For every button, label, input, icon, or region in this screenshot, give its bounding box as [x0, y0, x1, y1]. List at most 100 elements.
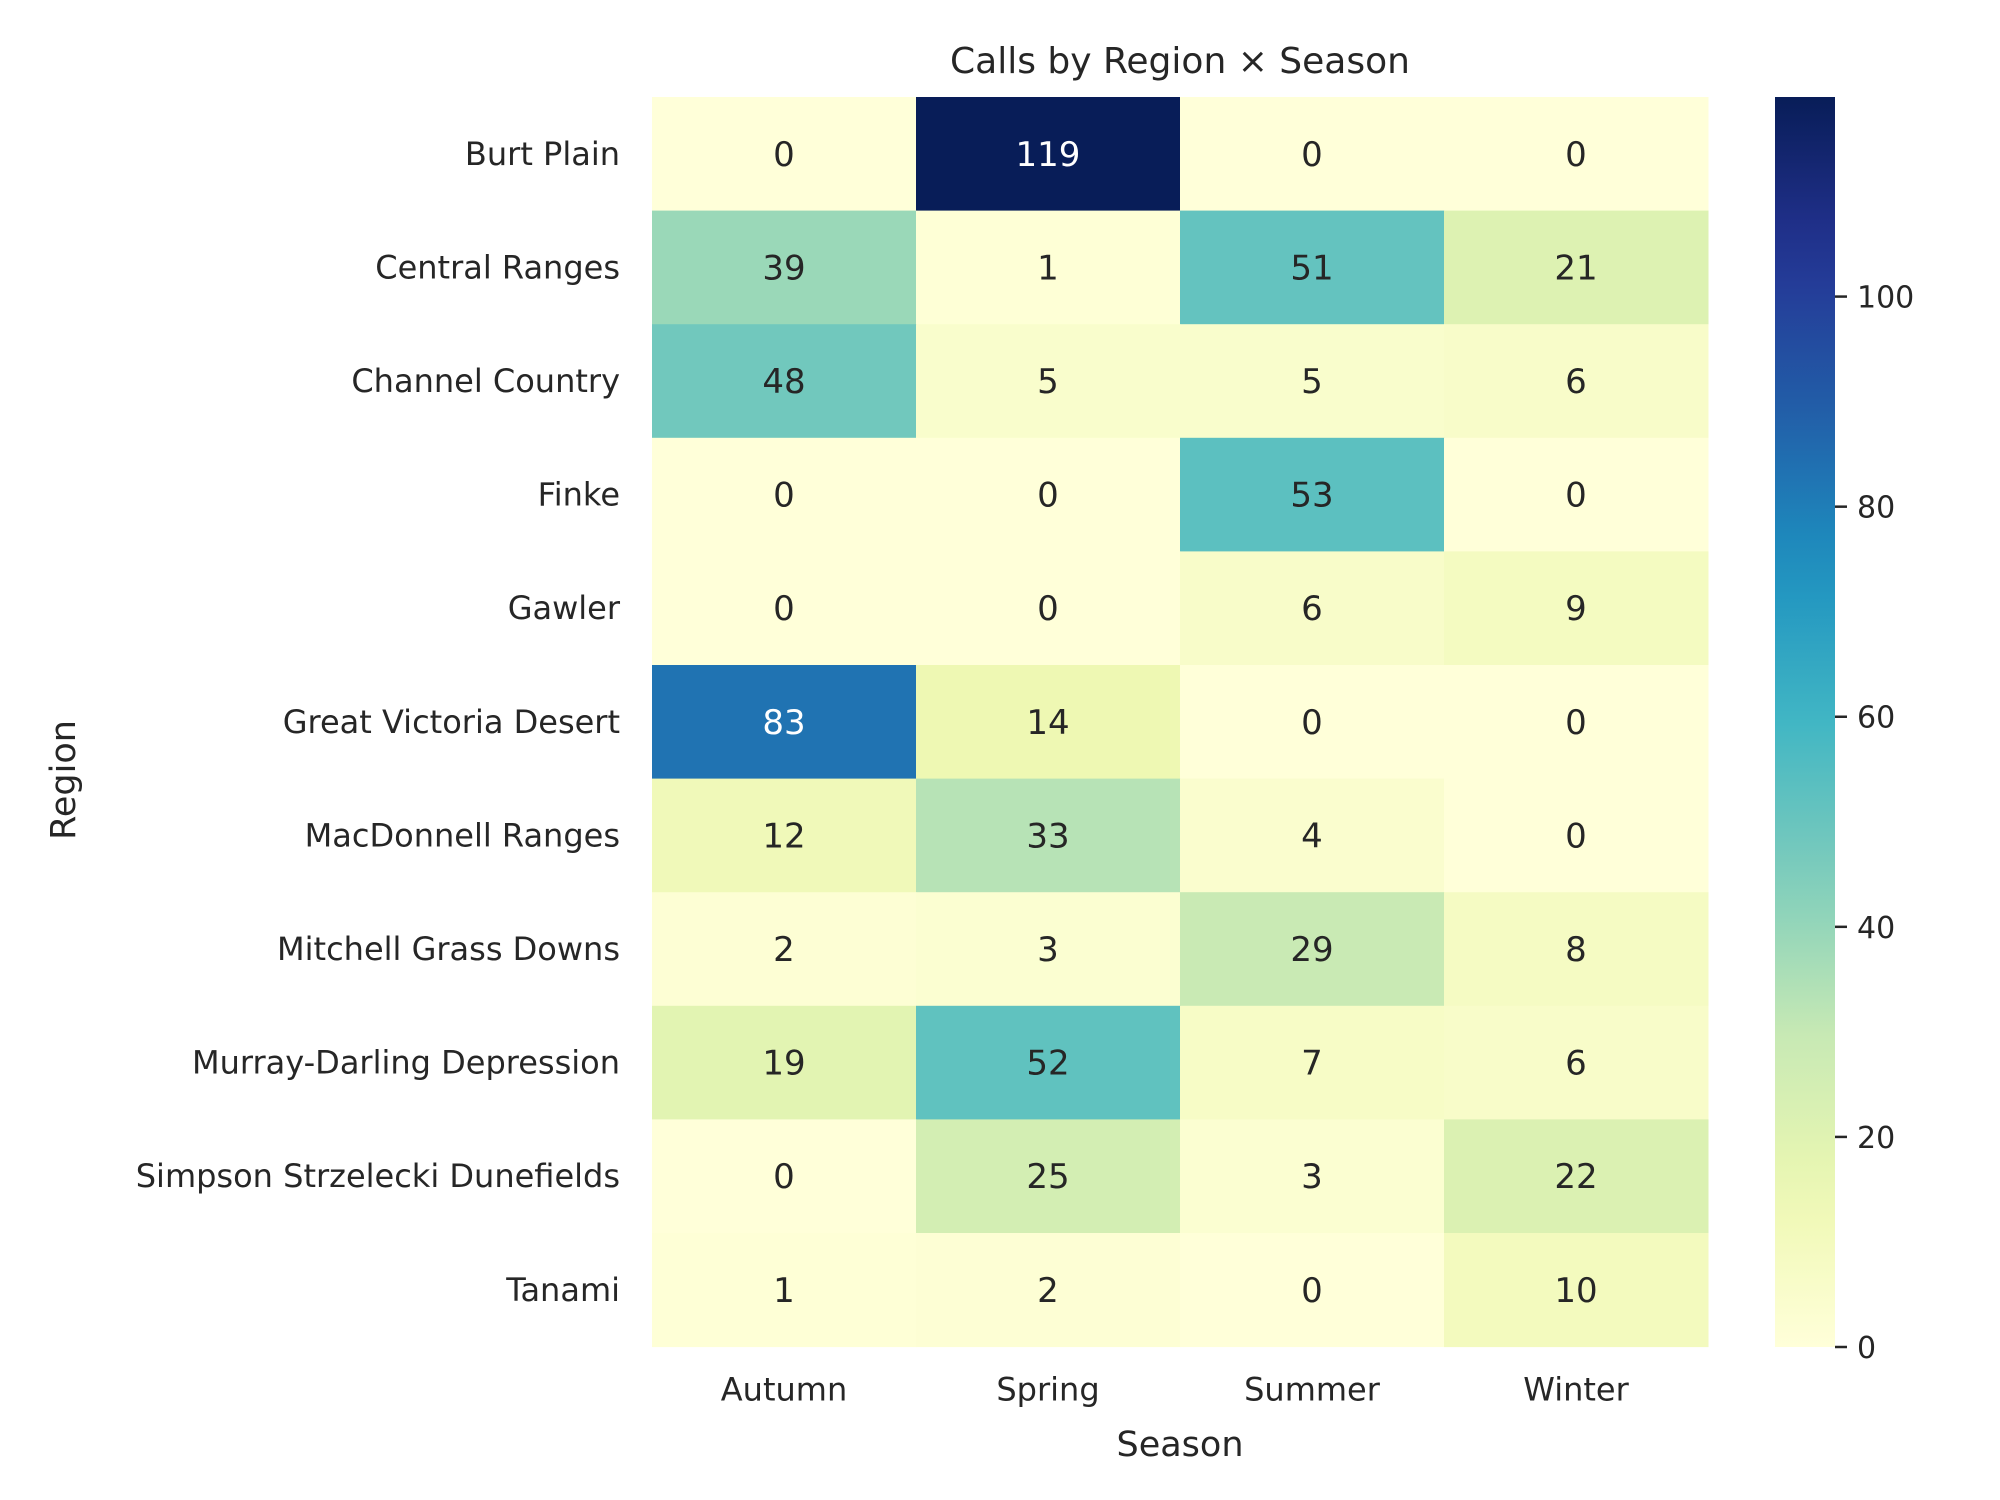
cell-value-label: 3 — [1037, 930, 1059, 970]
heatmap-cell — [1180, 1119, 1445, 1234]
cell-value-label: 3 — [1301, 1157, 1323, 1197]
cell-value-label: 21 — [1554, 248, 1597, 288]
cell-value-label: 8 — [1565, 930, 1587, 970]
heatmap-cell — [652, 97, 917, 212]
heatmap-cell — [652, 665, 917, 780]
heatmap-cell — [916, 97, 1181, 212]
cell-value-label: 2 — [773, 930, 795, 970]
colorbar-tick-label: 80 — [1857, 491, 1895, 526]
cell-value-label: 14 — [1026, 703, 1069, 743]
x-axis-label: Season — [1116, 1425, 1243, 1465]
cell-value-label: 4 — [1301, 816, 1323, 856]
heatmap-cell — [1180, 324, 1445, 439]
heatmap-cell — [1444, 551, 1709, 666]
cell-value-label: 0 — [1301, 135, 1323, 175]
cell-value-label: 29 — [1290, 930, 1333, 970]
heatmap-cell — [1180, 210, 1445, 325]
heatmap-cell — [1444, 778, 1709, 893]
colorbar-tick-label: 60 — [1857, 701, 1895, 736]
heatmap-cell — [652, 1233, 917, 1348]
heatmap-cell — [916, 1119, 1181, 1234]
colorbar-ticks: 0 20 40 60 80 100 — [1835, 281, 1914, 1366]
heatmap-cell — [916, 1005, 1181, 1120]
heatmap-cell — [1444, 97, 1709, 212]
cell-value-label: 39 — [762, 248, 805, 288]
y-axis-label: Region — [44, 720, 84, 840]
cell-value-label: 83 — [762, 703, 805, 743]
cell-value-label: 52 — [1026, 1044, 1069, 1084]
cell-value-label: 10 — [1554, 1271, 1597, 1311]
heatmap-cell — [652, 778, 917, 893]
cell-value-label: 48 — [762, 362, 805, 402]
heatmap-cell — [1444, 665, 1709, 780]
heatmap-cell — [916, 324, 1181, 439]
cell-value-label: 6 — [1565, 1044, 1587, 1084]
heatmap-cell — [652, 892, 917, 1007]
heatmap-cell — [1180, 1233, 1445, 1348]
y-tick-label: Burt Plain — [465, 135, 620, 173]
y-tick-label: Murray-Darling Depression — [192, 1044, 620, 1082]
heatmap-cell — [916, 437, 1181, 552]
y-tick-label: Great Victoria Desert — [283, 703, 620, 741]
x-tick-label: Summer — [1244, 1371, 1381, 1409]
y-tick-label: Simpson Strzelecki Dunefields — [136, 1157, 620, 1195]
heatmap-cell — [1444, 210, 1709, 325]
y-tick-label: Central Ranges — [375, 248, 620, 286]
cell-value-label: 0 — [773, 1157, 795, 1197]
heatmap-cell — [1444, 892, 1709, 1007]
heatmap-cell — [1180, 665, 1445, 780]
cell-value-label: 5 — [1037, 362, 1059, 402]
heatmap-cell — [1444, 1005, 1709, 1120]
colorbar — [1775, 97, 1835, 1347]
heatmap-cell — [1444, 1119, 1709, 1234]
cell-value-label: 0 — [1565, 703, 1587, 743]
heatmap-cell — [1180, 97, 1445, 212]
cell-value-label: 5 — [1301, 362, 1323, 402]
heatmap-cell — [916, 665, 1181, 780]
colorbar-tick-label: 40 — [1857, 911, 1895, 946]
cell-value-label: 25 — [1026, 1157, 1069, 1197]
heatmap-cell — [916, 892, 1181, 1007]
heatmap-cell — [1444, 1233, 1709, 1348]
cell-value-label: 53 — [1290, 476, 1333, 516]
heatmap-cell — [652, 437, 917, 552]
y-tick-label: Gawler — [508, 589, 621, 627]
cell-value-label: 0 — [1301, 703, 1323, 743]
cell-value-label: 0 — [1301, 1271, 1323, 1311]
heatmap-cell — [652, 1005, 917, 1120]
cell-value-label: 6 — [1301, 589, 1323, 629]
y-tick-label: Tanami — [505, 1271, 620, 1309]
y-tick-label: Channel Country — [351, 362, 620, 400]
cell-value-label: 12 — [762, 816, 805, 856]
cell-value-label: 0 — [1565, 476, 1587, 516]
heatmap-cell — [652, 551, 917, 666]
colorbar-tick-label: 100 — [1857, 281, 1914, 316]
cell-value-label: 0 — [1565, 816, 1587, 856]
heatmap-cell — [1180, 892, 1445, 1007]
heatmap-cell — [916, 778, 1181, 893]
cell-value-label: 0 — [773, 589, 795, 629]
cell-value-label: 7 — [1301, 1044, 1323, 1084]
x-tick-label: Autumn — [721, 1371, 847, 1409]
heatmap-cell — [1180, 778, 1445, 893]
cell-value-label: 1 — [1037, 248, 1059, 288]
cell-value-label: 1 — [773, 1271, 795, 1311]
heatmap-cell — [1180, 437, 1445, 552]
cell-value-label: 0 — [773, 135, 795, 175]
heatmap-cell — [1180, 1005, 1445, 1120]
cell-value-label: 9 — [1565, 589, 1587, 629]
y-tick-label: Finke — [538, 476, 620, 514]
cell-value-label: 51 — [1290, 248, 1333, 288]
x-tick-label: Spring — [996, 1371, 1099, 1409]
colorbar-tick-label: 20 — [1857, 1121, 1895, 1156]
heatmap-cell — [1444, 437, 1709, 552]
heatmap-cell — [1444, 324, 1709, 439]
heatmap-cell — [652, 1119, 917, 1234]
y-tick-labels: Burt Plain Central Ranges Channel Country F… — [136, 135, 621, 1309]
cell-value-label: 6 — [1565, 362, 1587, 402]
chart-title: Calls by Region × Season — [950, 41, 1410, 82]
cell-value-label: 119 — [1016, 135, 1081, 175]
